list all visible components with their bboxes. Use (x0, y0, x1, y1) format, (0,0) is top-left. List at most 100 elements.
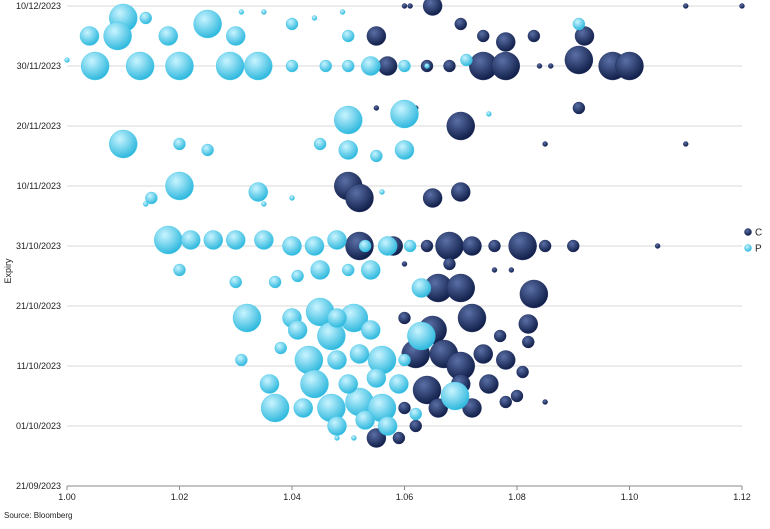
bubble-c (477, 29, 490, 43)
bubble-c (508, 231, 537, 261)
bubble-c (407, 3, 413, 9)
bubble-c (493, 329, 507, 343)
bubble-c (366, 26, 387, 46)
legend-marker-c (744, 228, 752, 236)
bubble-p (327, 350, 347, 370)
bubble-p (294, 345, 324, 375)
bubble-p (109, 129, 138, 159)
bubble-c (435, 231, 464, 261)
bubble-p (394, 140, 415, 160)
y-tick-labels: 21/09/2023 01/10/2023 11/10/2023 21/10/2023… (16, 1, 61, 491)
bubble-p (304, 236, 325, 256)
bubble-c (345, 183, 374, 213)
bubble-p (358, 239, 372, 253)
y-tick-label: 21/09/2023 (16, 481, 61, 491)
bubble-c (522, 335, 535, 349)
bubble-c (536, 63, 543, 69)
bubble-p (165, 51, 194, 81)
bubble-p (201, 143, 214, 157)
bubble-p (80, 51, 110, 81)
bubble-p (268, 275, 282, 289)
bubble-p (403, 239, 417, 253)
bubble-c (373, 105, 380, 111)
bubble-p (181, 230, 201, 250)
bubble-c (683, 141, 689, 147)
y-tick-label: 01/10/2023 (16, 421, 61, 431)
x-tick-label: 1.04 (283, 492, 301, 502)
bubble-p (349, 344, 370, 364)
bubble-c (496, 32, 516, 52)
bubble-c (519, 279, 549, 309)
bubble-p (285, 17, 299, 31)
bubble-p (572, 17, 586, 31)
bubble-p (366, 368, 387, 388)
x-tick-labels: 1.00 1.02 1.04 1.06 1.08 1.10 1.12 (58, 486, 751, 502)
bubble-c (366, 428, 387, 448)
bubble-c (462, 236, 482, 256)
bubble-p (409, 407, 422, 421)
bubble-p (261, 9, 267, 15)
x-tick-label: 1.10 (621, 492, 639, 502)
bubble-p (355, 410, 375, 430)
bubble-c (377, 56, 398, 76)
y-tick-label: 21/10/2023 (16, 301, 61, 311)
bubble-p (398, 59, 411, 73)
bubble-p (300, 369, 329, 399)
bubble-p (339, 9, 346, 15)
y-tick-label: 30/11/2023 (17, 61, 61, 71)
bubble-c (422, 188, 443, 208)
bubble-p (338, 374, 358, 394)
bubble-p (377, 416, 398, 436)
legend: CP (744, 228, 762, 255)
bubble-c (564, 45, 594, 75)
bubble-p (338, 140, 358, 160)
bubble-c (654, 243, 661, 249)
bubble-c (401, 261, 408, 267)
bubble-p (282, 236, 302, 256)
bubble-p (173, 263, 186, 277)
bubble-c (542, 141, 548, 147)
x-tick-label: 1.06 (396, 492, 414, 502)
bubble-c (446, 273, 475, 303)
bubble-p (287, 320, 308, 340)
source-note: Source: Bloomberg (4, 511, 73, 520)
bubble-p (145, 191, 158, 205)
bubble-p (377, 236, 398, 256)
bubble-c (454, 17, 467, 31)
bubble-marks (64, 0, 745, 448)
bubble-p (193, 9, 222, 39)
bubble-p (173, 137, 186, 151)
x-tick-label: 1.02 (171, 492, 189, 502)
bubble-p (389, 374, 409, 394)
x-tick-label: 1.00 (58, 492, 76, 502)
bubble-p (259, 374, 280, 394)
legend-marker-p (744, 244, 752, 252)
bubble-p (327, 308, 347, 328)
bubble-c (491, 267, 498, 273)
bubble-p (398, 353, 411, 367)
bubble-c (548, 63, 554, 69)
bubble-p (327, 230, 347, 250)
bubble-p (390, 99, 419, 129)
bubble-p (319, 59, 332, 73)
bubble-p (342, 263, 355, 277)
bubble-c (491, 51, 520, 81)
bubble-p (310, 260, 330, 280)
bubble-c (510, 389, 524, 403)
bubble-c (516, 365, 529, 379)
bubble-c (412, 375, 442, 405)
y-tick-label: 31/10/2023 (16, 241, 61, 251)
bubble-p (154, 225, 183, 255)
bubble-p (361, 56, 381, 76)
bubble-c (457, 303, 487, 333)
bubble-c (420, 239, 434, 253)
bubble-p (248, 182, 268, 202)
legend-label-c: C (755, 228, 762, 239)
bubble-p (260, 393, 290, 423)
bubble-c (446, 111, 475, 141)
bubble-c (401, 3, 408, 9)
bubble-p (238, 9, 245, 15)
bubble-p (64, 57, 70, 63)
bubble-p (289, 195, 295, 201)
